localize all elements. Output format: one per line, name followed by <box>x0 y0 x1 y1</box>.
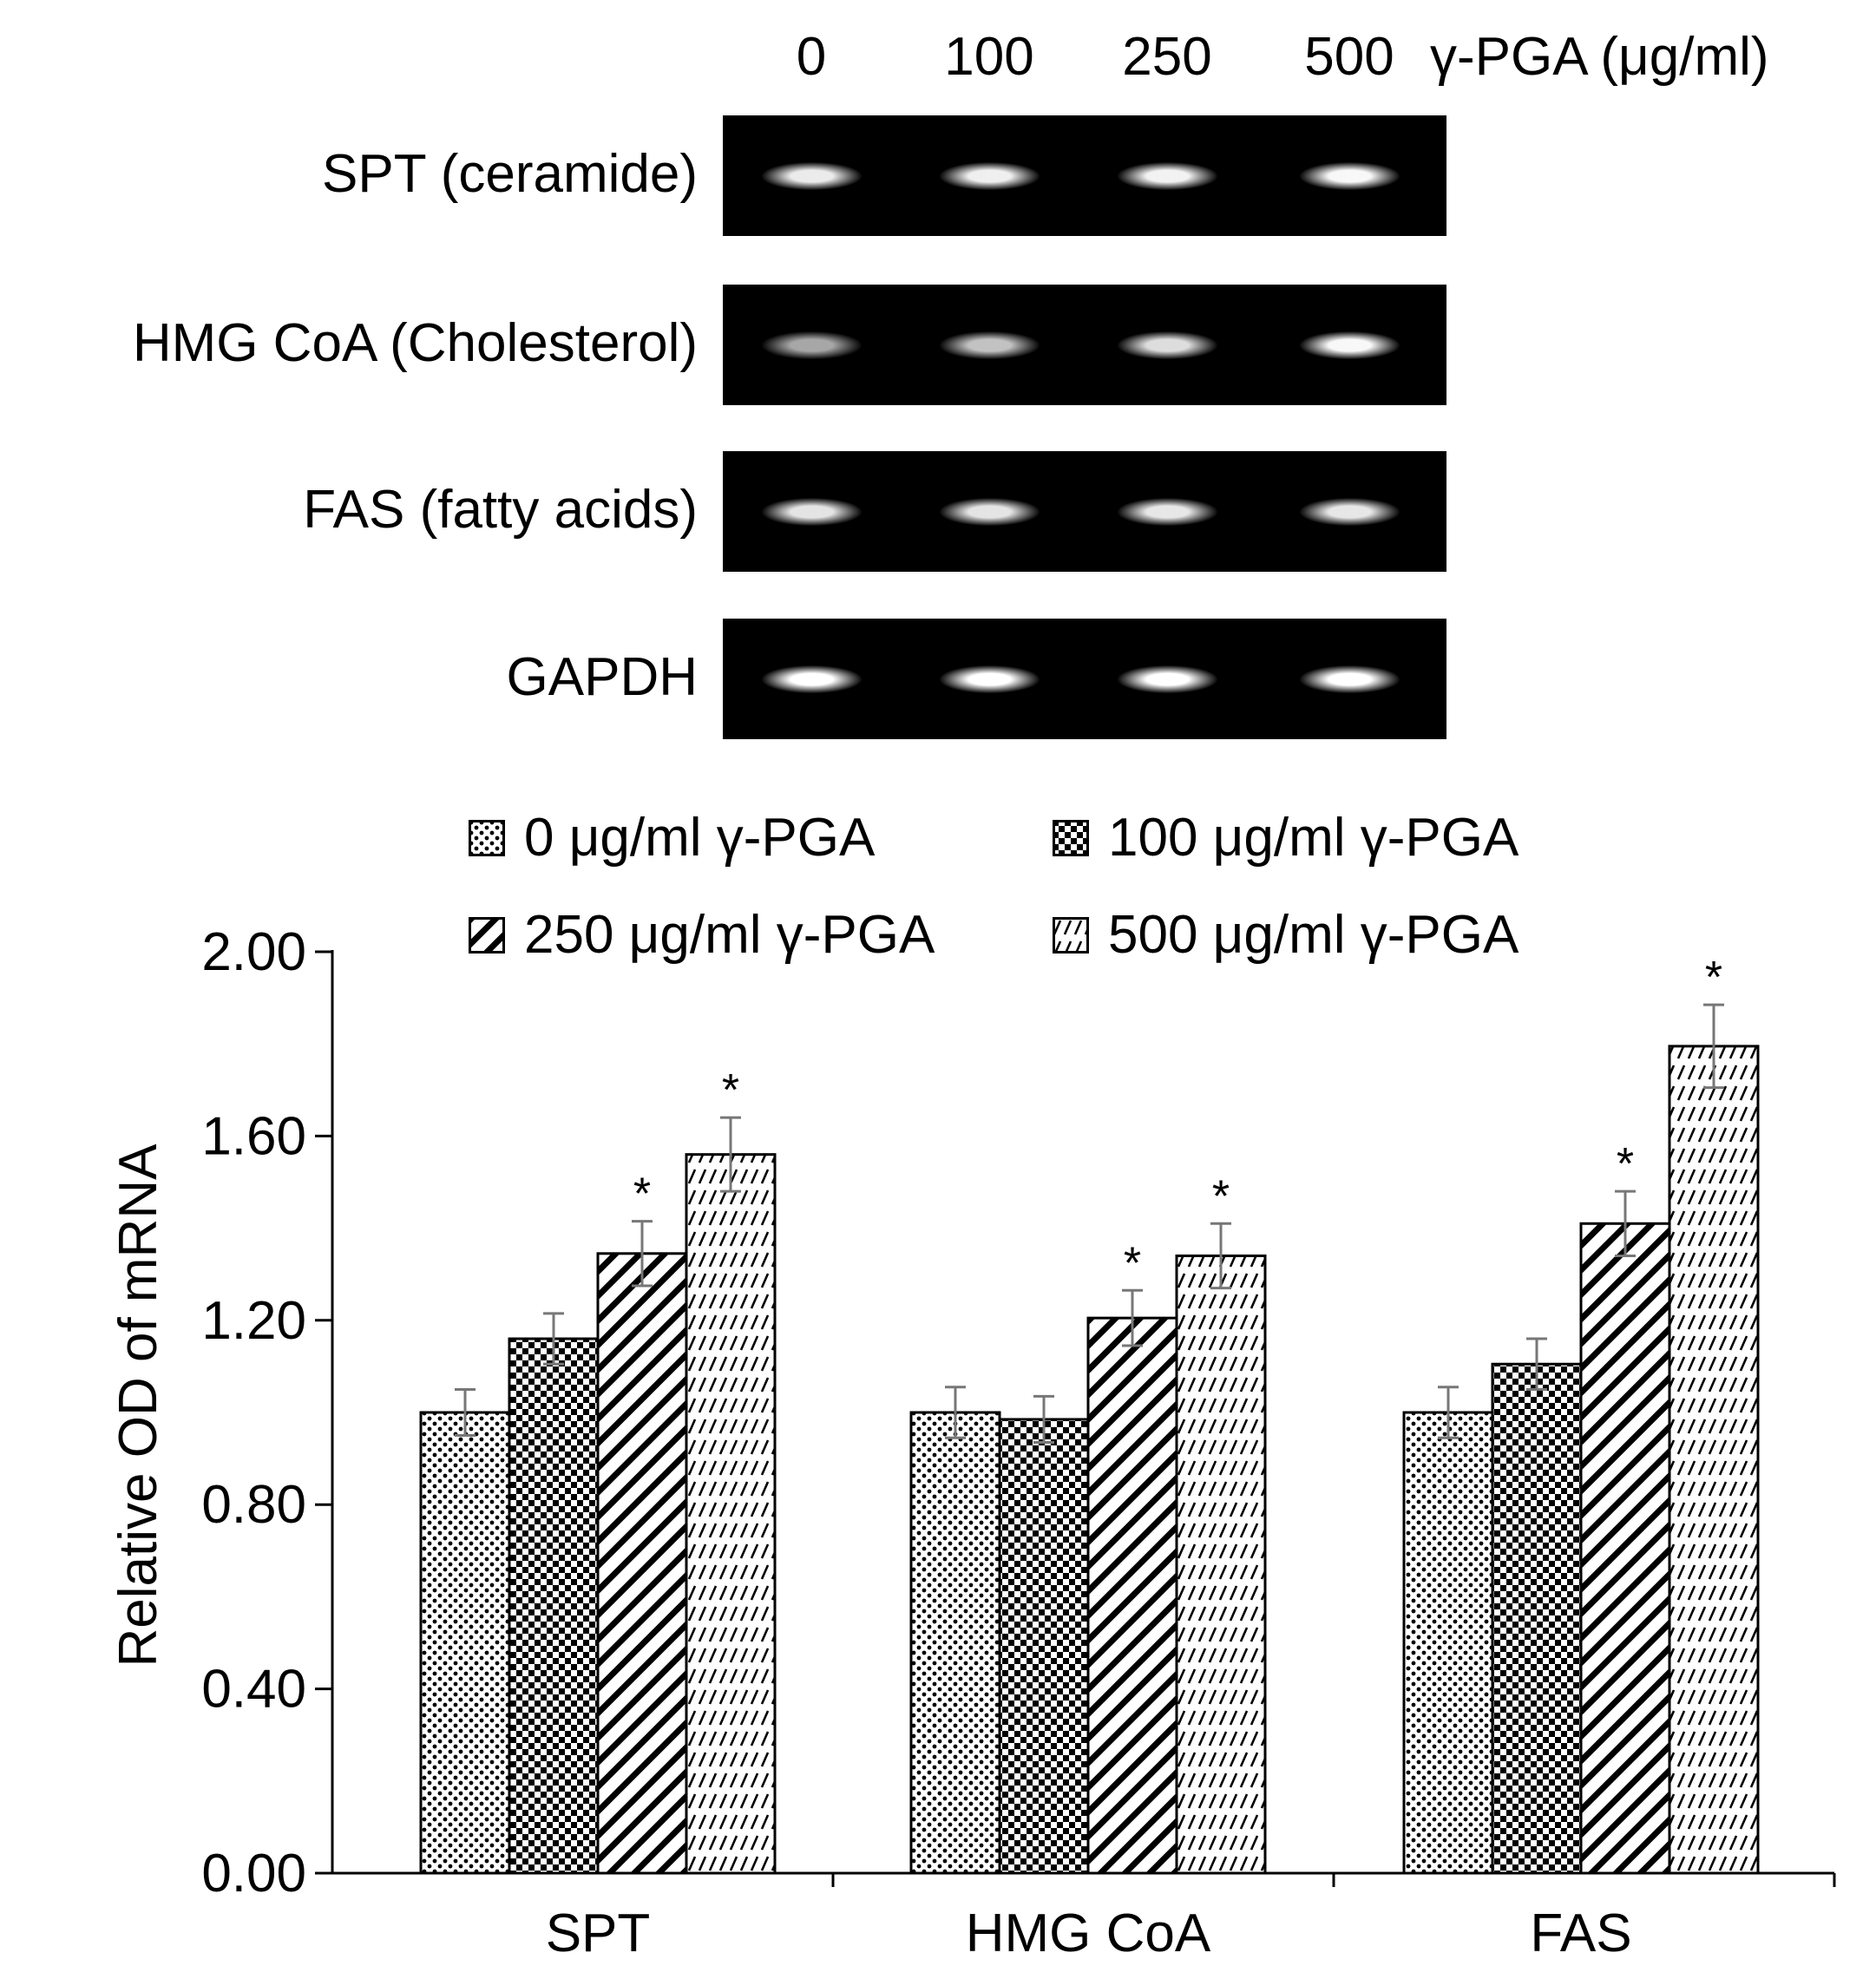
legend-swatch <box>469 916 505 953</box>
y-tick-label: 0.00 <box>201 1844 306 1904</box>
chart-labels: 0.00 0.40 0.80 1.20 1.60 2.00 SPT HMG CoA FAS * * *… <box>108 922 1722 1963</box>
y-tick-label: 2.00 <box>201 922 306 982</box>
bar <box>1402 1411 1494 1875</box>
gel-band <box>1117 497 1217 526</box>
x-tick-label: SPT <box>546 1904 651 1963</box>
gel-band <box>939 161 1040 190</box>
legend-swatch <box>1053 916 1089 953</box>
gel-strip <box>723 115 1446 236</box>
significance-marker: * <box>1617 1139 1634 1189</box>
bar <box>909 1411 1001 1875</box>
gel-band <box>761 331 862 359</box>
lane-label-0: 0 <box>796 27 827 87</box>
lane-label-100: 100 <box>944 27 1034 87</box>
bar <box>419 1411 511 1875</box>
gel-strip <box>723 619 1446 739</box>
y-tick-label: 0.80 <box>201 1475 306 1535</box>
bar <box>1491 1362 1583 1875</box>
legend-label: 0 μg/ml γ-PGA <box>524 808 876 868</box>
gel-band <box>761 665 862 693</box>
bar <box>998 1418 1090 1875</box>
legend-label: 250 μg/ml γ-PGA <box>524 905 935 965</box>
gel-strip <box>723 285 1446 405</box>
significance-marker: * <box>1212 1171 1230 1222</box>
gel-band <box>939 665 1040 693</box>
legend-item: 100 μg/ml γ-PGA <box>1053 807 1519 868</box>
bar <box>1086 1316 1178 1875</box>
legend-label: 100 μg/ml γ-PGA <box>1108 808 1519 868</box>
bar <box>596 1252 688 1875</box>
chart-bars <box>419 1003 1760 1875</box>
significance-marker: * <box>1124 1238 1141 1288</box>
gel-band <box>1299 497 1400 526</box>
lane-label-250: 250 <box>1122 27 1212 87</box>
gel-band <box>1299 331 1400 359</box>
legend-item: 500 μg/ml γ-PGA <box>1053 904 1519 966</box>
gel-band <box>1117 331 1217 359</box>
gel-band <box>1117 161 1217 190</box>
legend-label: 500 μg/ml γ-PGA <box>1108 905 1519 965</box>
bar <box>1579 1222 1671 1875</box>
gel-row-label: FAS (fatty acids) <box>303 480 698 540</box>
gel-band <box>1299 161 1400 190</box>
significance-marker: * <box>722 1065 739 1116</box>
x-tick-label: HMG CoA <box>966 1904 1211 1963</box>
y-axis-title: Relative OD of mRNA <box>108 1143 168 1668</box>
dose-unit-label: γ-PGA (μg/ml) <box>1430 27 1769 87</box>
bar <box>1668 1045 1760 1875</box>
legend-item: 250 μg/ml γ-PGA <box>469 904 935 966</box>
gel-row-label: HMG CoA (Cholesterol) <box>132 313 698 373</box>
bar <box>685 1153 777 1875</box>
gel-band <box>939 331 1040 359</box>
gel-band <box>939 497 1040 526</box>
y-tick-label: 1.60 <box>201 1106 306 1166</box>
bar <box>508 1337 600 1875</box>
y-tick-label: 1.20 <box>201 1291 306 1351</box>
gel-band <box>1299 665 1400 693</box>
bar <box>1175 1254 1267 1875</box>
gel-row-label: GAPDH <box>506 647 698 707</box>
gel-row-label: SPT (ceramide) <box>322 144 698 204</box>
legend-item: 0 μg/ml γ-PGA <box>469 807 875 868</box>
significance-marker: * <box>1705 953 1722 1003</box>
legend-swatch <box>1053 819 1089 856</box>
gel-band <box>761 497 862 526</box>
lane-label-500: 500 <box>1304 27 1394 87</box>
gel-band <box>761 161 862 190</box>
significance-marker: * <box>633 1170 651 1220</box>
y-tick-label: 0.40 <box>201 1660 306 1720</box>
gel-band <box>1117 665 1217 693</box>
legend-swatch <box>469 819 505 856</box>
x-tick-label: FAS <box>1530 1904 1631 1963</box>
gel-strip <box>723 451 1446 572</box>
